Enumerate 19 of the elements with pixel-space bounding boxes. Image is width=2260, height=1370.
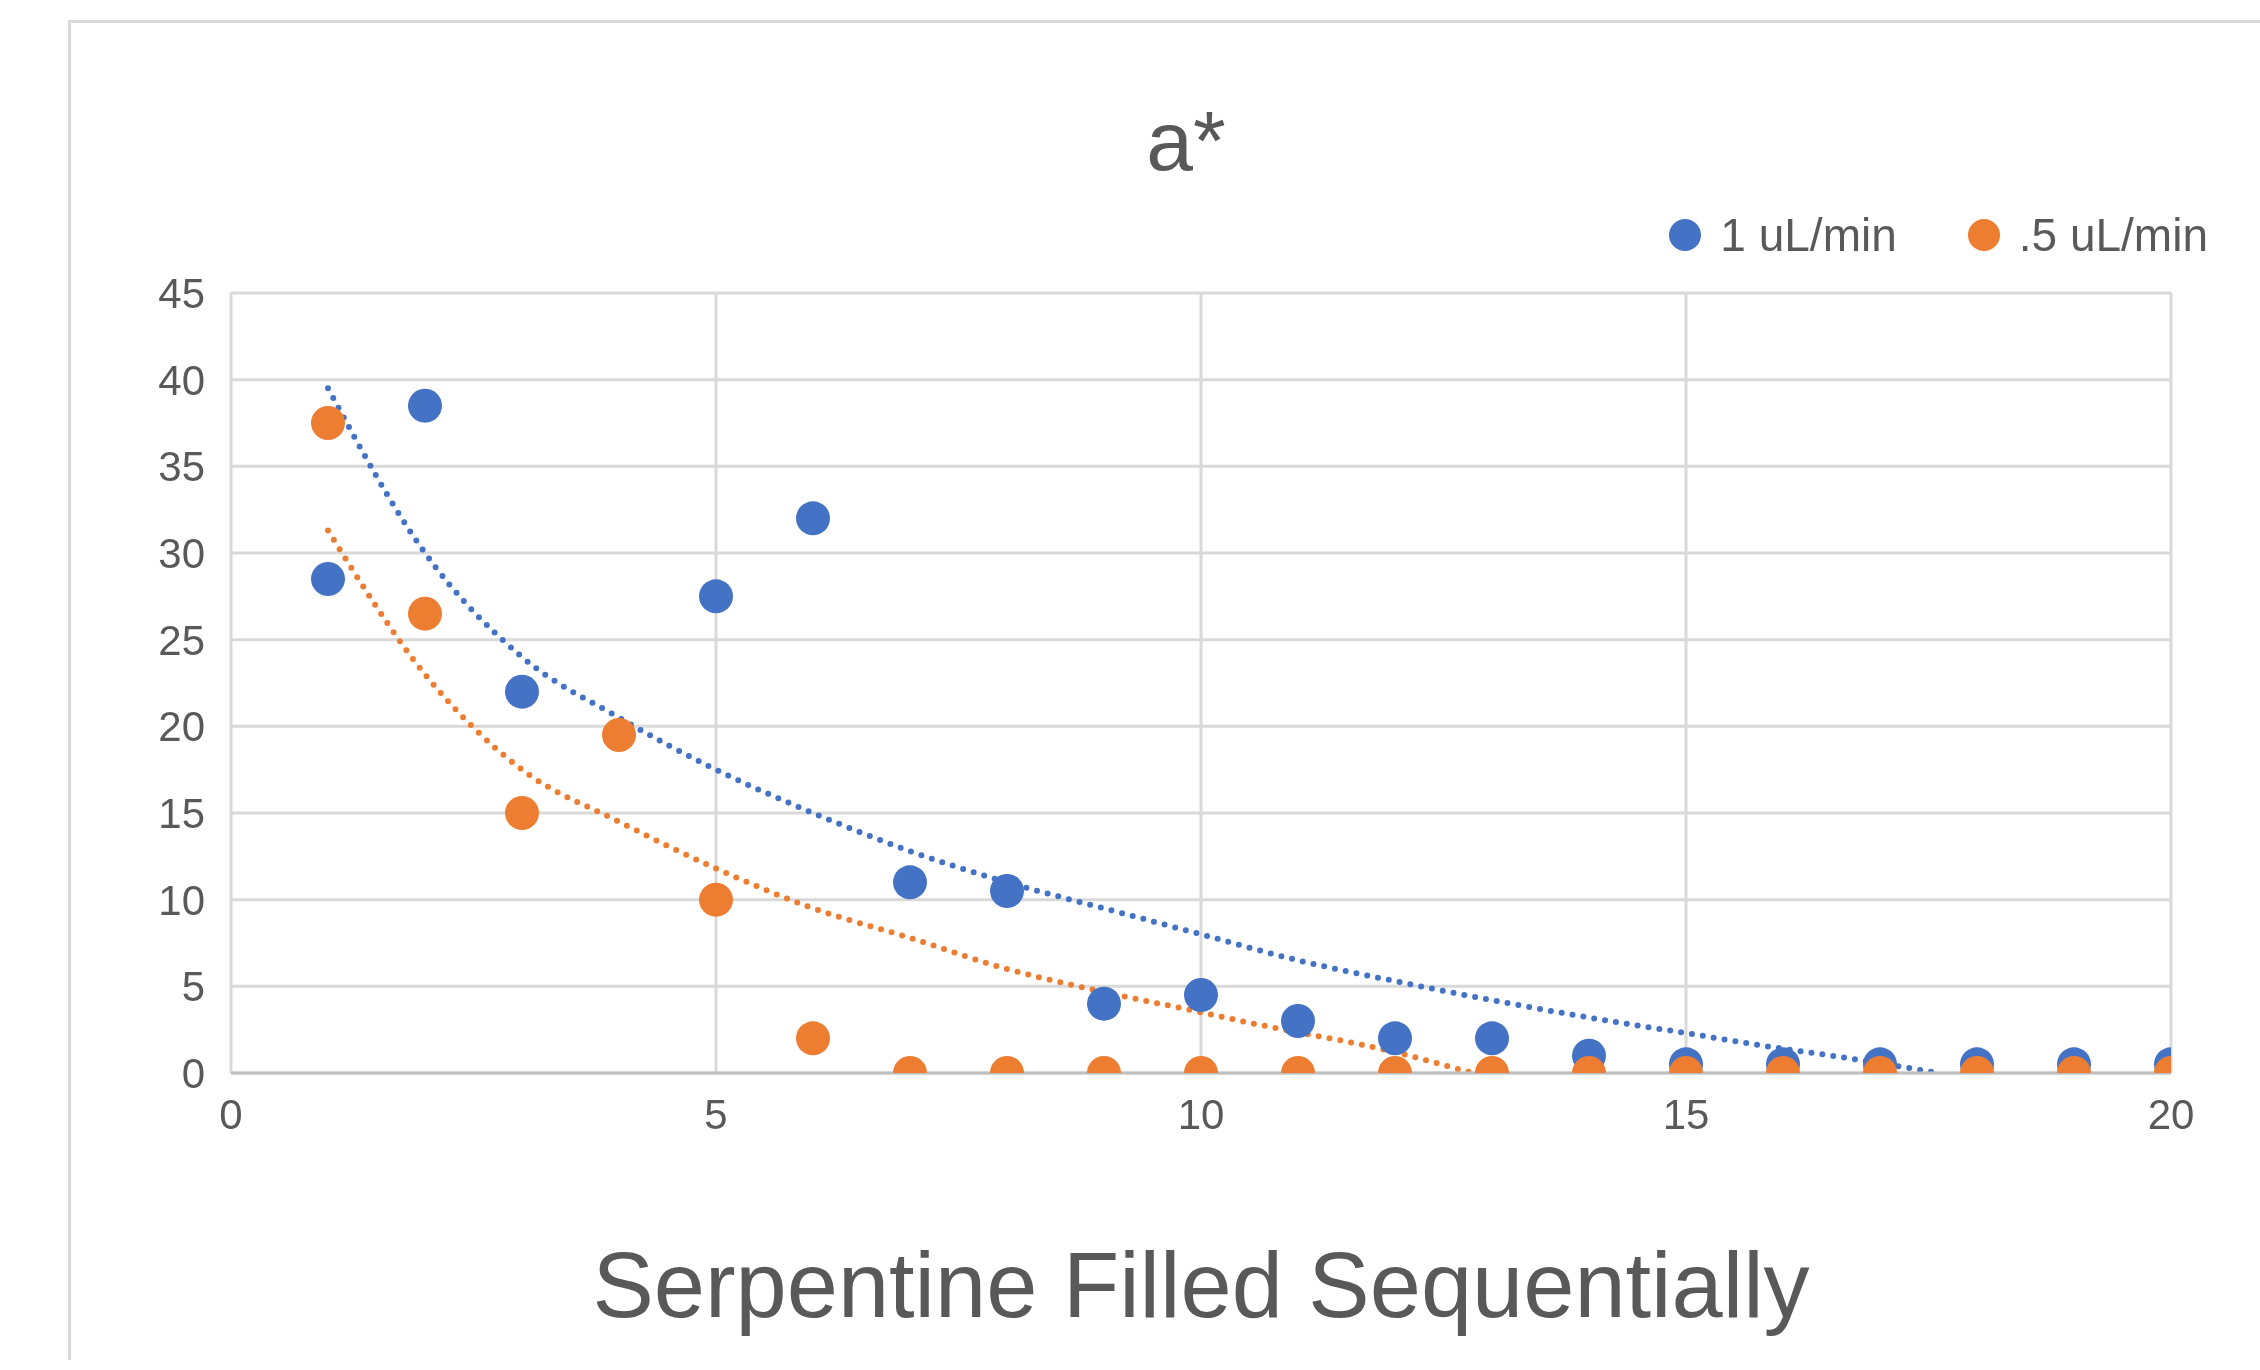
x-tick-label: 15 (1662, 1090, 1710, 1138)
x-tick-label: 0 (219, 1090, 243, 1138)
y-tick-label: 40 (158, 356, 205, 404)
y-tick-label: 5 (181, 963, 205, 1011)
y-tick-label: 0 (181, 1049, 205, 1097)
y-tick-label: 10 (158, 876, 205, 924)
y-tick-label: 45 (158, 269, 205, 317)
legend-label: .5 uL/min (2018, 208, 2208, 262)
y-tick-label: 25 (158, 616, 205, 664)
legend-label: 1 uL/min (1720, 208, 1897, 262)
x-tick-label: 20 (2147, 1090, 2195, 1138)
x-tick-label: 10 (1177, 1090, 1225, 1138)
x-axis-title: Serpentine Filled Sequentially (591, 1233, 1811, 1338)
y-tick-label: 20 (158, 703, 205, 751)
y-tick-label: 15 (158, 789, 205, 837)
y-tick-label: 35 (158, 443, 205, 491)
y-tick-label: 30 (158, 529, 205, 577)
chart-title: a* (1145, 93, 1227, 190)
x-tick-label: 5 (704, 1090, 728, 1138)
